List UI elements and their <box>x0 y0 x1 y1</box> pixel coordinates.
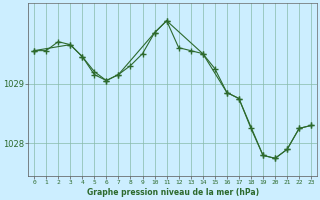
X-axis label: Graphe pression niveau de la mer (hPa): Graphe pression niveau de la mer (hPa) <box>87 188 259 197</box>
